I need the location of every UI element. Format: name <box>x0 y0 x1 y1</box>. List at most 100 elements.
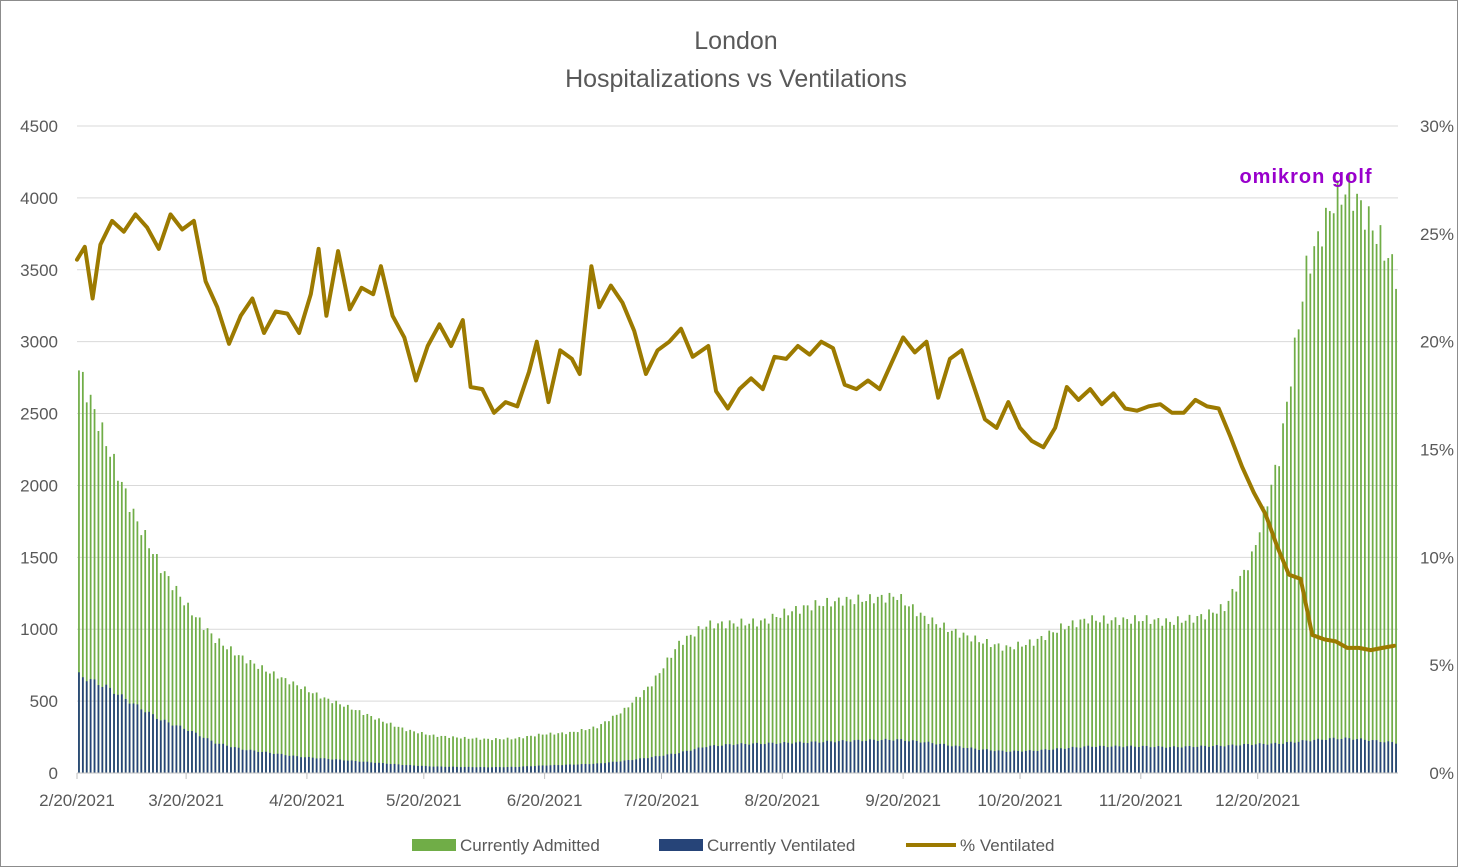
ventilated-bar <box>1391 742 1394 773</box>
ventilated-bar <box>117 694 119 773</box>
ventilated-bar <box>1262 743 1265 773</box>
x-tick-label: 2/20/2021 <box>39 791 115 810</box>
ventilated-bar <box>927 741 930 773</box>
admitted-bar <box>393 726 396 773</box>
admitted-bar <box>440 735 443 773</box>
admitted-bar <box>495 738 497 773</box>
ventilated-bar <box>1258 743 1261 773</box>
admitted-bar <box>693 636 696 773</box>
ventilated-bar <box>113 693 115 773</box>
ventilated-bar <box>358 761 361 773</box>
x-axis <box>76 772 1398 779</box>
admitted-bar <box>269 673 271 773</box>
ventilated-bar <box>514 767 517 773</box>
admitted-bar <box>709 620 712 773</box>
x-tick-label: 3/20/2021 <box>148 791 224 810</box>
ventilated-bar <box>167 722 170 773</box>
admitted-bar <box>1102 615 1105 773</box>
admitted-bar <box>1060 623 1062 773</box>
admitted-bar <box>117 480 119 773</box>
ventilated-bar <box>1009 751 1012 773</box>
ventilated-bar <box>584 763 587 773</box>
admitted-bar <box>830 606 832 773</box>
admitted-bar <box>1040 636 1043 773</box>
admitted-bar <box>1297 329 1300 773</box>
admitted-bar <box>580 729 583 773</box>
ventilated-bar <box>276 753 279 773</box>
admitted-bar <box>845 596 848 773</box>
ventilated-bar <box>779 743 782 773</box>
ventilated-bar <box>771 742 774 773</box>
x-tick-label: 9/20/2021 <box>865 791 941 810</box>
ventilated-bar <box>428 766 431 773</box>
ventilated-bar <box>1250 745 1253 773</box>
ventilated-bar <box>775 743 778 773</box>
admitted-bar <box>915 616 918 773</box>
ventilated-bar <box>915 740 918 773</box>
ventilated-bar <box>1056 748 1058 773</box>
admitted-bar <box>502 739 505 773</box>
ventilated-bar <box>978 749 980 773</box>
ventilated-bar <box>561 765 564 773</box>
ventilated-bar <box>1293 742 1296 773</box>
ventilated-bar <box>849 741 852 773</box>
admitted-bar <box>619 713 622 773</box>
admitted-bar <box>288 684 291 773</box>
ventilated-bar <box>756 742 758 773</box>
admitted-bar <box>1032 645 1035 773</box>
admitted-bar <box>565 734 567 773</box>
ventilated-bar <box>572 764 575 773</box>
ventilated-bar <box>393 763 396 773</box>
admitted-bar <box>658 673 661 773</box>
ventilated-bar <box>908 741 910 773</box>
ventilated-bar <box>1060 748 1062 773</box>
ventilated-bar <box>452 766 454 773</box>
admitted-bar <box>132 508 135 773</box>
ventilated-bar <box>1301 740 1304 773</box>
ventilated-bar <box>230 747 232 773</box>
admitted-bar <box>592 726 595 773</box>
ventilated-bar <box>1176 747 1179 773</box>
admitted-bar <box>919 612 922 773</box>
ventilated-bar <box>639 758 641 773</box>
ventilated-bar <box>1083 746 1086 773</box>
ventilated-bar <box>85 681 88 773</box>
ventilated-bar <box>475 767 478 773</box>
admitted-bar <box>105 446 108 773</box>
admitted-bar <box>1227 600 1230 773</box>
ventilated-bar <box>658 756 661 773</box>
ventilated-bar <box>292 755 295 773</box>
admitted-bar <box>257 668 260 773</box>
y-left-tick-label: 1500 <box>20 548 58 567</box>
ventilated-bar <box>1305 740 1308 773</box>
admitted-bar <box>245 663 248 773</box>
x-tick-label: 12/20/2021 <box>1215 791 1300 810</box>
admitted-bar <box>935 624 938 773</box>
ventilated-bar <box>911 740 914 773</box>
admitted-bar <box>857 594 860 773</box>
ventilated-bar <box>1317 738 1319 773</box>
legend-label-admitted: Currently Admitted <box>460 836 600 855</box>
ventilated-bar <box>1180 747 1183 773</box>
gridlines <box>77 125 1398 702</box>
ventilated-bar <box>596 763 599 773</box>
admitted-bar <box>600 724 602 773</box>
ventilated-bar <box>697 747 700 773</box>
admitted-bar <box>436 736 439 773</box>
ventilated-bar <box>810 741 813 773</box>
admitted-bar <box>1356 193 1358 774</box>
admitted-bar <box>779 617 782 773</box>
admitted-bar <box>1387 258 1390 773</box>
ventilated-bar <box>654 756 657 773</box>
chart-subtitle: Hospitalizations vs Ventilations <box>565 65 907 93</box>
ventilated-bar <box>1079 747 1082 773</box>
admitted-bar <box>775 616 778 773</box>
admitted-bar <box>1344 194 1347 774</box>
y-left-tick-label: 3500 <box>20 261 58 280</box>
ventilated-bar <box>1231 744 1234 773</box>
ventilated-bar <box>701 747 704 773</box>
ventilated-bar <box>557 765 560 773</box>
admitted-bar <box>120 481 123 773</box>
admitted-bar <box>335 700 338 773</box>
admitted-bar <box>646 686 649 773</box>
